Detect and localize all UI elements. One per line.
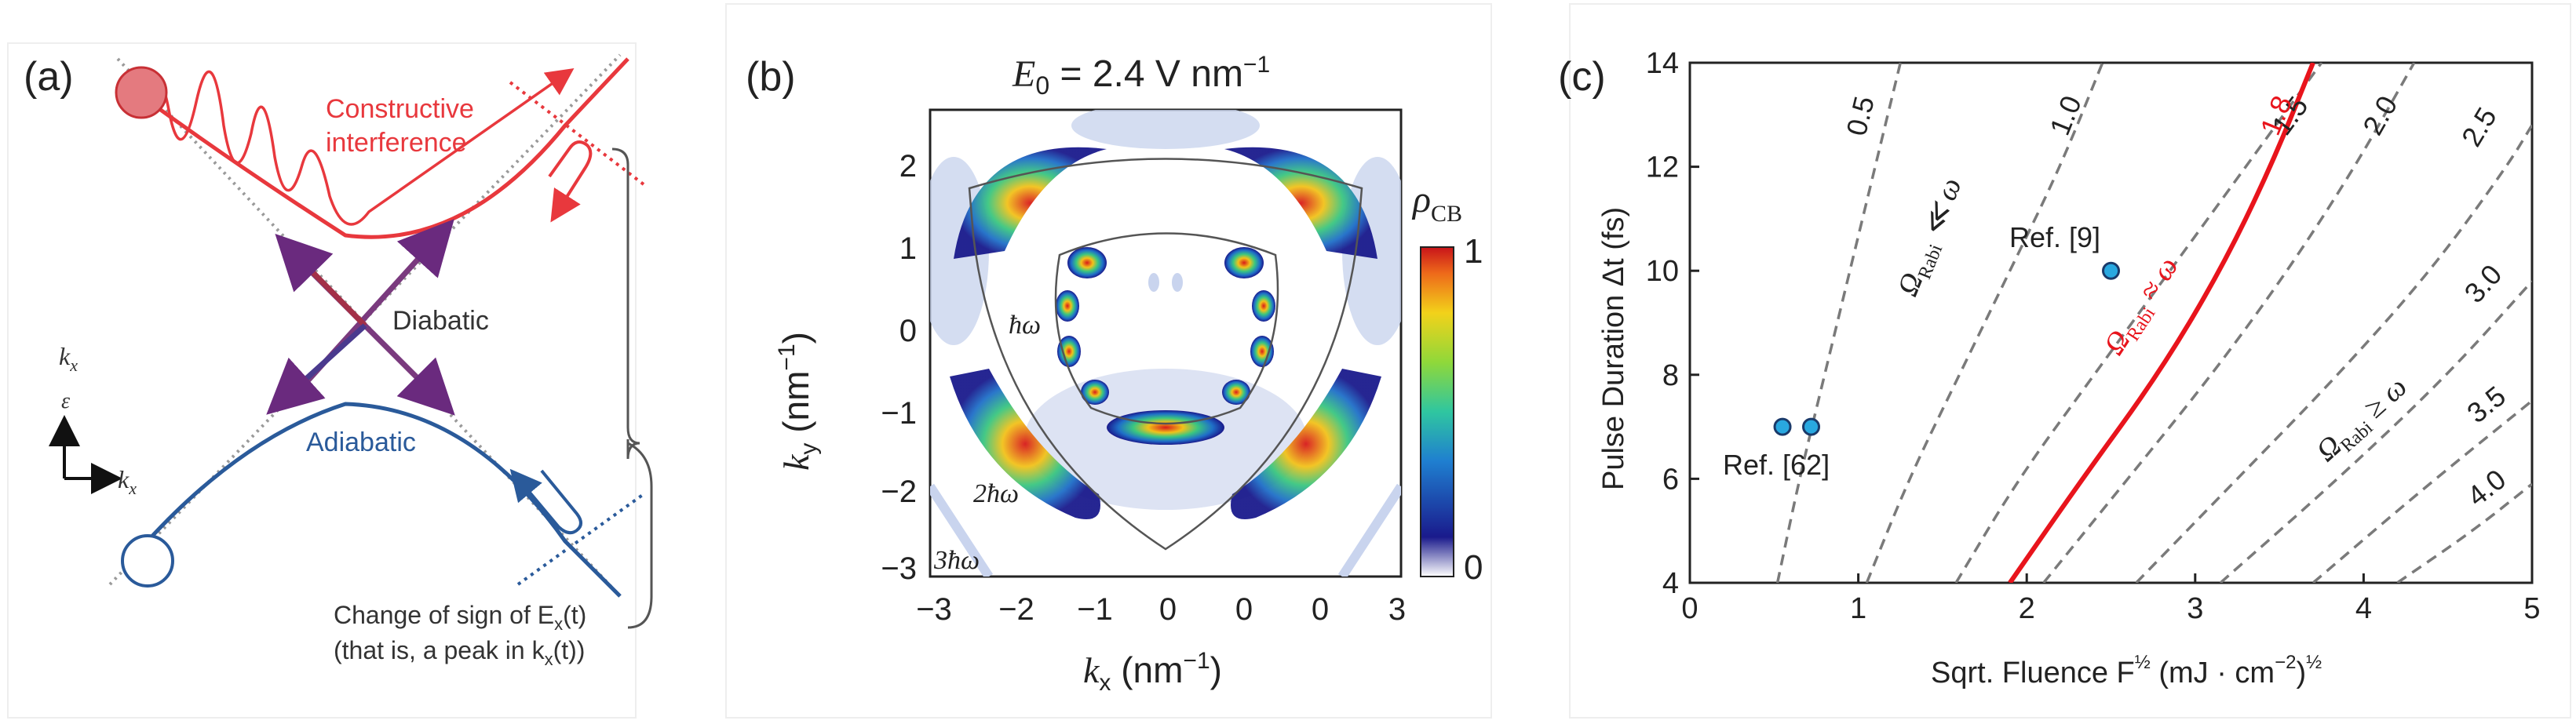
- b-ytick: 0: [899, 314, 917, 348]
- y-ticks: 4 6 8 10 12 14: [1646, 47, 1699, 600]
- panel-a: (a) Constructive interference Diabatic A…: [7, 42, 653, 719]
- b-xtick: 0: [1312, 592, 1329, 627]
- y-tick-label: 14: [1646, 47, 1679, 80]
- upper-band-curve: [132, 57, 629, 239]
- upper-marker-line: [509, 81, 645, 186]
- series-line-1-5: [1954, 63, 2323, 583]
- kx-axis-label: kx: [59, 342, 78, 375]
- diabatic-arrow-back-up: [275, 233, 367, 328]
- panel-b-xticks: −3 −2 −1 0 0 0 3: [916, 592, 1406, 627]
- data-point: [1802, 417, 1821, 436]
- b-ytick: 2: [899, 149, 917, 184]
- series-line-0-5: [1775, 63, 1902, 583]
- panel-b-yticks: 2 1 0 −1 −2 −3: [881, 149, 917, 586]
- diabatic-arrow-back-down: [266, 323, 367, 415]
- ref62-label: Ref. [62]: [1723, 449, 1830, 481]
- series-line-2-5: [2135, 124, 2532, 583]
- panel-b-title: E0 = 2.4 V nm−1: [1012, 52, 1270, 100]
- b-xtick: −2: [998, 592, 1034, 627]
- y-tick-label: 12: [1646, 151, 1679, 184]
- hw1-label: ħω: [1009, 311, 1041, 340]
- x-tick-label: 4: [2355, 592, 2372, 625]
- plot-area: [1688, 61, 2534, 584]
- colorbar-label: ρCB: [1411, 179, 1462, 227]
- y-tick-label: 4: [1662, 567, 1679, 600]
- x-tick-label: 1: [1850, 592, 1866, 625]
- panel-c-ylabel: Pulse Duration Δt (fs): [1597, 207, 1630, 490]
- panel-b: (b) E0 = 2.4 V nm−1: [725, 3, 1492, 719]
- bracket-upper: [611, 147, 640, 460]
- momentum-axis-label: kx: [118, 465, 137, 498]
- panel-c-label: (c): [1558, 54, 1606, 100]
- hw3-label: 3ħω: [933, 546, 980, 575]
- lower-state-circle: [121, 534, 174, 588]
- data-point: [2102, 261, 2120, 280]
- heatmap-content: [930, 110, 1401, 577]
- colorbar-max: 1: [1464, 232, 1483, 271]
- lower-loop-arrow: [509, 468, 582, 535]
- series-layer: [1775, 63, 2532, 583]
- ref9-label: Ref. [9]: [2009, 221, 2100, 253]
- points-layer: [1773, 261, 2120, 436]
- adiabatic-label: Adiabatic: [306, 427, 416, 457]
- b-xtick: −3: [916, 592, 952, 627]
- x-ticks: 0 1 2 3 4 5: [1681, 573, 2541, 625]
- panel-b-label: (b): [746, 54, 796, 100]
- colorbar: [1420, 246, 1454, 577]
- panel-b-ylabel: ky (nm−1): [774, 332, 822, 471]
- y-tick-label: 6: [1662, 463, 1679, 496]
- series-line-1-8: [2008, 63, 2315, 583]
- x-tick-label: 2: [2019, 592, 2035, 625]
- upper-loop-arrow: [548, 140, 593, 223]
- b-xtick: 3: [1388, 592, 1406, 627]
- constructive-label-2: interference: [326, 128, 467, 158]
- b-xtick: 0: [1159, 592, 1177, 627]
- constructive-label-1: Constructive: [326, 94, 474, 124]
- data-point: [1773, 417, 1792, 436]
- panel-b-xlabel: kx (nm−1): [1083, 648, 1222, 696]
- x-tick-label: 5: [2523, 592, 2540, 625]
- upper-state-circle: [115, 66, 168, 119]
- epsilon-label: ε: [61, 389, 70, 413]
- series-line-3-5: [2311, 399, 2532, 583]
- b-ytick: 1: [899, 231, 917, 266]
- series-line-3-0: [2219, 280, 2532, 583]
- series-line-1-0: [1865, 63, 2104, 583]
- lower-marker-line: [516, 493, 645, 586]
- b-xtick: −1: [1077, 592, 1113, 627]
- b-xtick: 0: [1235, 592, 1253, 627]
- panel-a-label: (a): [24, 54, 74, 100]
- b-ytick: −3: [881, 551, 917, 586]
- x-tick-label: 0: [1681, 592, 1698, 625]
- bracket-lower: [627, 442, 653, 629]
- x-tick-label: 3: [2187, 592, 2203, 625]
- y-tick-label: 8: [1662, 359, 1679, 392]
- diabatic-label: Diabatic: [392, 306, 489, 336]
- b-ytick: −1: [881, 396, 917, 431]
- series-line-4-0: [2396, 482, 2532, 583]
- caption-line-1: Change of sign of Ex(t): [334, 601, 586, 634]
- caption-line-2: (that is, a peak in kx(t)): [334, 636, 585, 669]
- interference-wave: [136, 67, 575, 226]
- colorbar-min: 0: [1464, 548, 1483, 587]
- y-tick-label: 10: [1646, 255, 1679, 288]
- inner-ring: [1056, 247, 1275, 405]
- hw2-label: 2ħω: [973, 479, 1019, 508]
- panel-c-xlabel: Sqrt. Fluence F½ (mJ · cm−2)½: [1931, 652, 2322, 689]
- b-ytick: −2: [881, 475, 917, 509]
